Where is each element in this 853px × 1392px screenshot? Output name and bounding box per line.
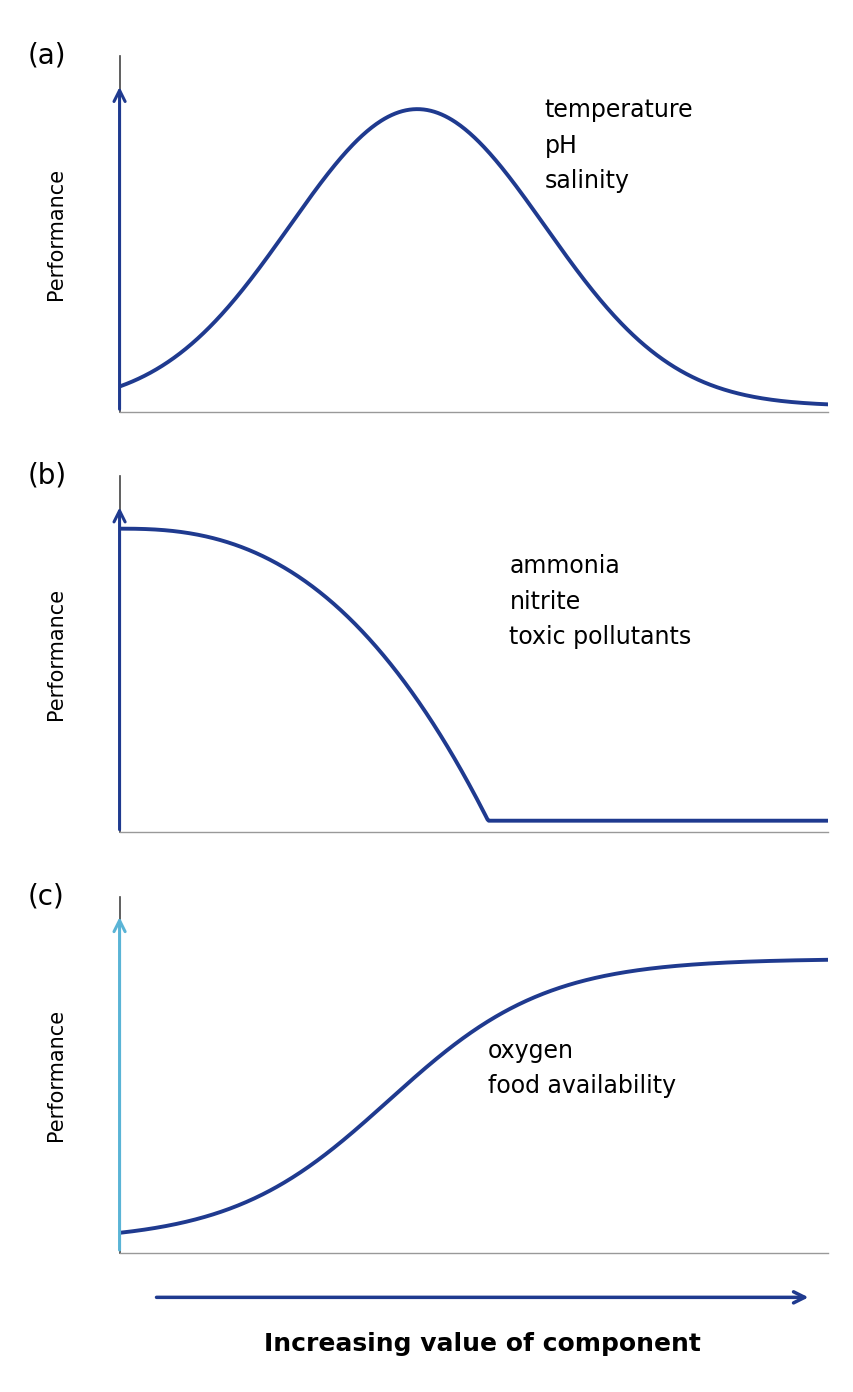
- Text: (b): (b): [27, 462, 67, 490]
- Text: (c): (c): [27, 883, 64, 910]
- Text: Performance: Performance: [46, 168, 66, 299]
- Text: Performance: Performance: [46, 1009, 66, 1140]
- Text: Increasing value of component: Increasing value of component: [264, 1332, 700, 1356]
- Text: oxygen
food availability: oxygen food availability: [488, 1038, 676, 1098]
- Text: ammonia
nitrite
toxic pollutants: ammonia nitrite toxic pollutants: [509, 554, 691, 649]
- Text: temperature
pH
salinity: temperature pH salinity: [544, 99, 693, 193]
- Text: (a): (a): [27, 42, 66, 70]
- Text: Performance: Performance: [46, 589, 66, 720]
